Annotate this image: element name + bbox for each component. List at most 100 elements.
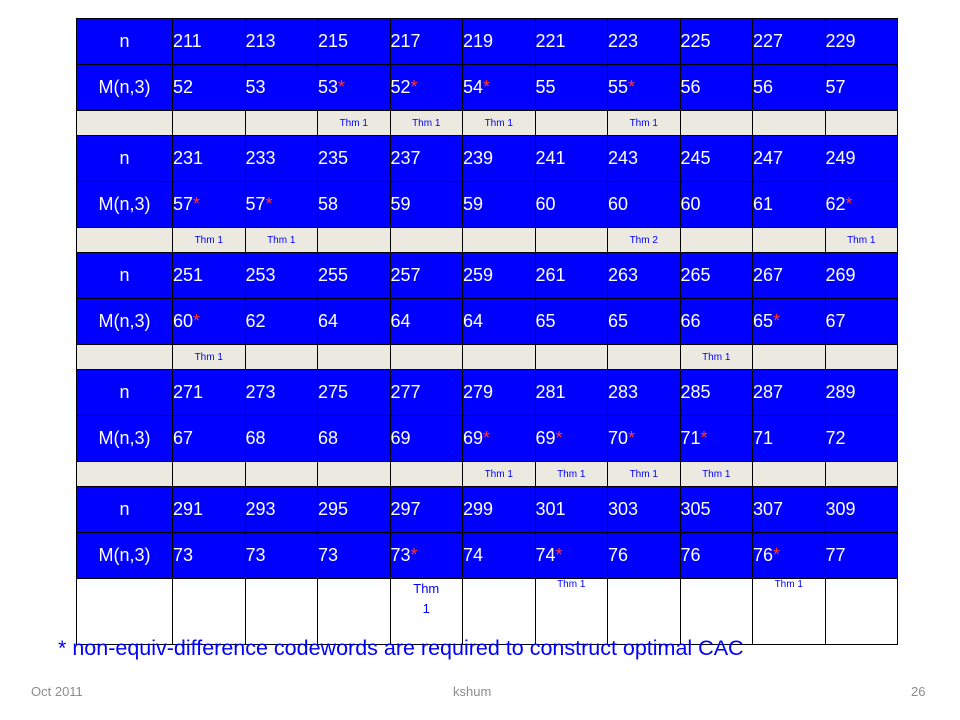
theorem-cell bbox=[752, 227, 826, 253]
theorem-cell bbox=[317, 461, 391, 487]
m-value-cell: 69* bbox=[534, 415, 608, 462]
m-value: 52 bbox=[390, 77, 411, 97]
m-value: 65 bbox=[535, 311, 556, 331]
n-value-cell: 303 bbox=[607, 486, 681, 533]
m-value-cell: 61 bbox=[752, 181, 826, 228]
m-value: 60 bbox=[173, 311, 194, 331]
n-value-cell: 253 bbox=[244, 252, 318, 299]
n-value-cell: 237 bbox=[389, 135, 463, 182]
n-value-cell: 221 bbox=[534, 18, 608, 65]
m-value: 55 bbox=[608, 77, 629, 97]
m-value-cell: 59 bbox=[389, 181, 463, 228]
row-label-m: M(n,3) bbox=[76, 532, 173, 579]
m-row: M(n,3) 67 68 68 69 69* 69* 70* 71* 71 72 bbox=[76, 415, 898, 462]
n-value-cell: 307 bbox=[752, 486, 826, 533]
m-value: 56 bbox=[753, 77, 774, 97]
theorem-cell bbox=[172, 461, 246, 487]
m-value-cell: 73 bbox=[317, 532, 391, 579]
star-marker: * bbox=[193, 194, 201, 214]
m-value: 65 bbox=[608, 311, 629, 331]
theorem-cell: Thm 1 bbox=[462, 461, 536, 487]
theorem-ref: Thm 1 bbox=[413, 581, 440, 616]
footer-date: Oct 2011 bbox=[31, 684, 83, 699]
theorem-row-label bbox=[76, 110, 173, 136]
m-value-cell: 66 bbox=[679, 298, 753, 345]
m-value: 57 bbox=[245, 194, 266, 214]
m-value: 60 bbox=[608, 194, 629, 214]
theorem-cell bbox=[752, 110, 826, 136]
theorem-cell bbox=[462, 578, 536, 645]
star-marker: * bbox=[265, 194, 273, 214]
m-value-cell: 54* bbox=[462, 64, 536, 111]
theorem-cell bbox=[244, 344, 318, 370]
m-value: 77 bbox=[825, 545, 846, 565]
m-value-cell: 60 bbox=[607, 181, 681, 228]
m-value: 54 bbox=[463, 77, 484, 97]
theorem-cell: Thm 1 bbox=[679, 461, 753, 487]
theorem-cell: Thm 1 bbox=[607, 461, 681, 487]
theorem-cell: Thm 1 bbox=[172, 227, 246, 253]
star-marker: * bbox=[628, 77, 636, 97]
n-value-cell: 263 bbox=[607, 252, 681, 299]
m-value-cell: 57* bbox=[244, 181, 318, 228]
n-value-cell: 301 bbox=[534, 486, 608, 533]
theorem-cell: Thm 1 bbox=[679, 344, 753, 370]
n-value-cell: 241 bbox=[534, 135, 608, 182]
theorem-row: Thm 1 Thm 1 Thm 1 bbox=[76, 578, 898, 645]
m-value: 67 bbox=[173, 428, 194, 448]
theorem-cell bbox=[679, 110, 753, 136]
m-value: 73 bbox=[173, 545, 194, 565]
m-value-cell: 53 bbox=[244, 64, 318, 111]
theorem-cell bbox=[389, 461, 463, 487]
theorem-cell bbox=[679, 578, 753, 645]
n-value-cell: 297 bbox=[389, 486, 463, 533]
theorem-cell bbox=[679, 227, 753, 253]
theorem-row-label bbox=[76, 344, 173, 370]
m-value-cell: 64 bbox=[389, 298, 463, 345]
theorem-cell bbox=[317, 227, 391, 253]
m-value-cell: 65 bbox=[607, 298, 681, 345]
m-value-cell: 60 bbox=[534, 181, 608, 228]
m-value: 64 bbox=[390, 311, 411, 331]
n-row: n 211 213 215 217 219 221 223 225 227 229 bbox=[76, 18, 898, 65]
m-value-cell: 60 bbox=[679, 181, 753, 228]
theorem-cell bbox=[462, 227, 536, 253]
n-value-cell: 309 bbox=[824, 486, 898, 533]
theorem-cell bbox=[172, 110, 246, 136]
m-value: 58 bbox=[318, 194, 339, 214]
row-label-m: M(n,3) bbox=[76, 181, 173, 228]
m-row: M(n,3) 52 53 53* 52* 54* 55 55* 56 56 57 bbox=[76, 64, 898, 111]
m-value-cell: 55* bbox=[607, 64, 681, 111]
theorem-row: Thm 1 Thm 1 Thm 1 Thm 1 bbox=[76, 110, 898, 136]
theorem-row-label bbox=[76, 227, 173, 253]
star-marker: * bbox=[700, 428, 708, 448]
theorem-cell: Thm 1 bbox=[534, 461, 608, 487]
m-value: 64 bbox=[463, 311, 484, 331]
star-marker: * bbox=[483, 77, 491, 97]
theorem-row: Thm 1 Thm 1 Thm 2 Thm 1 bbox=[76, 227, 898, 253]
theorem-cell bbox=[317, 344, 391, 370]
theorem-cell bbox=[607, 578, 681, 645]
n-value-cell: 279 bbox=[462, 369, 536, 416]
n-value-cell: 293 bbox=[244, 486, 318, 533]
n-row: n 231 233 235 237 239 241 243 245 247 249 bbox=[76, 135, 898, 182]
star-marker: * bbox=[555, 545, 563, 565]
n-value-cell: 289 bbox=[824, 369, 898, 416]
star-marker: * bbox=[628, 428, 636, 448]
m-value-cell: 76* bbox=[752, 532, 826, 579]
n-value-cell: 299 bbox=[462, 486, 536, 533]
n-value-cell: 281 bbox=[534, 369, 608, 416]
m-value: 73 bbox=[318, 545, 339, 565]
n-value-cell: 227 bbox=[752, 18, 826, 65]
m-value-cell: 74 bbox=[462, 532, 536, 579]
m-value-cell: 73* bbox=[389, 532, 463, 579]
m-value-cell: 55 bbox=[534, 64, 608, 111]
row-label-n: n bbox=[76, 369, 173, 416]
m-value: 62 bbox=[245, 311, 266, 331]
theorem-cell bbox=[534, 110, 608, 136]
n-value-cell: 239 bbox=[462, 135, 536, 182]
theorem-cell: Thm 1 bbox=[824, 227, 898, 253]
n-value-cell: 277 bbox=[389, 369, 463, 416]
n-value-cell: 285 bbox=[679, 369, 753, 416]
m-value-cell: 77 bbox=[824, 532, 898, 579]
